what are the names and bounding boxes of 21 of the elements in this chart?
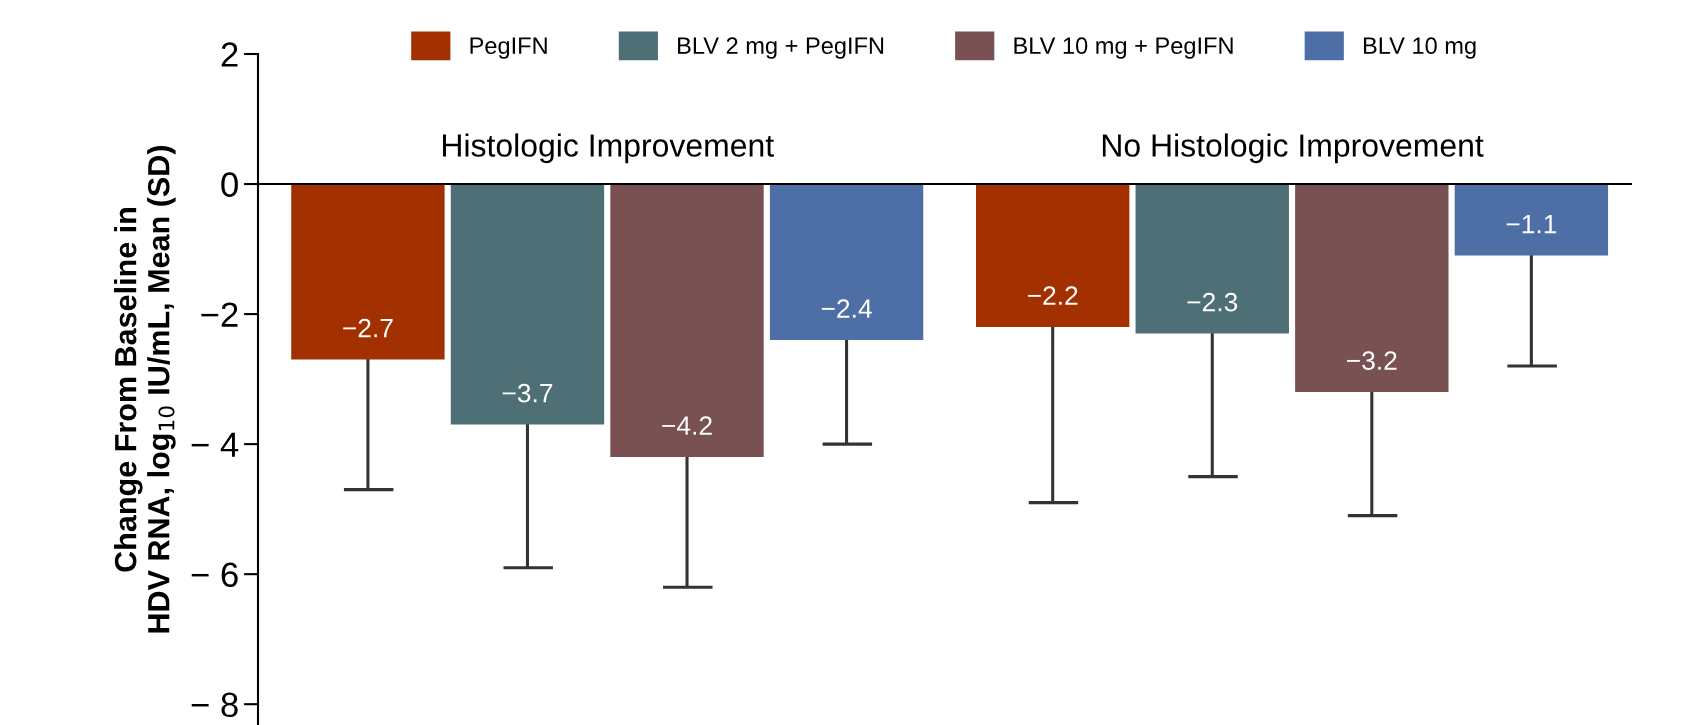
legend-label: BLV 10 mg + PegIFN <box>1014 37 1233 59</box>
y-tick-label: 2 <box>221 42 238 67</box>
legend-label: PegIFN <box>470 37 547 59</box>
data-label: −1.1 <box>1506 214 1557 234</box>
data-label: −4.2 <box>662 416 712 435</box>
legend-label: BLV 10 mg <box>1363 37 1476 59</box>
data-label: −3.2 <box>1347 351 1397 370</box>
data-label: −2.2 <box>1027 286 1078 305</box>
y-tick-label: − 8 <box>191 692 238 718</box>
y-tick-label: −2 <box>201 302 238 327</box>
data-label: −2.4 <box>821 299 872 318</box>
y-tick-label: 0 <box>221 172 238 197</box>
data-label: −2.7 <box>343 318 393 338</box>
y-axis-title: Change From Baseline in HDV RNA, log$_{10}$ IU/mL, Mean (SD) <box>114 146 176 633</box>
y-tick-label: − 4 <box>191 432 239 457</box>
legend-label: BLV 2 mg + PegIFN <box>678 37 884 59</box>
x-tick-label: No Histologic Improvement <box>1102 133 1484 164</box>
x-tick-label: Histologic Improvement <box>442 133 774 164</box>
data-label: −3.7 <box>502 383 553 403</box>
y-tick-label: − 6 <box>191 562 238 588</box>
data-label: −2.3 <box>1187 292 1238 312</box>
